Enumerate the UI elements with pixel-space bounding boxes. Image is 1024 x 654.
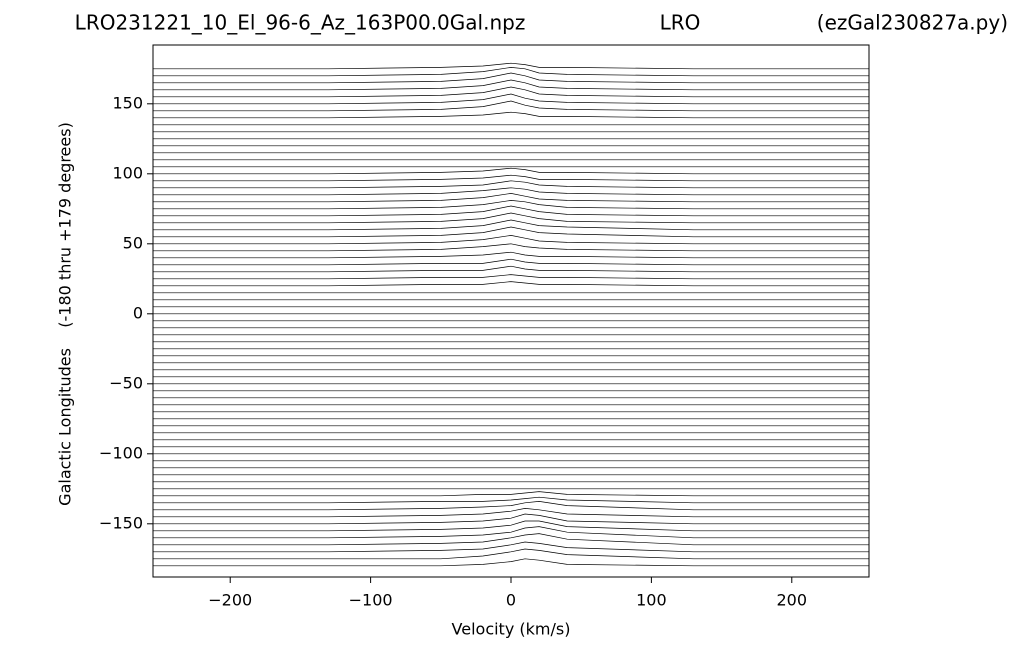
ridge-line — [153, 67, 869, 77]
ridge-line — [153, 526, 869, 539]
ridge-line — [153, 501, 869, 511]
ridge-line — [153, 533, 869, 546]
ridge-line — [153, 541, 869, 553]
y-tick-label: 0 — [133, 303, 143, 322]
chart-subtitle: LRO — [660, 11, 701, 35]
ridge-line — [153, 212, 869, 224]
ridge-line — [153, 243, 869, 252]
ridge-line — [153, 281, 869, 287]
ridge-line — [153, 226, 869, 238]
ridge-line — [153, 496, 869, 504]
ridge-line — [153, 180, 869, 189]
chart-title: LRO231221_10_El_96-6_Az_163P00.0Gal.npz — [75, 11, 526, 35]
ridge-line — [153, 167, 869, 175]
ridge-line — [153, 235, 869, 245]
ridge-line — [153, 520, 869, 532]
ridge-line — [153, 508, 869, 518]
ridge-line — [153, 111, 869, 119]
x-tick-label: −100 — [349, 591, 393, 610]
ridge-line — [153, 274, 869, 280]
x-tick-label: 200 — [777, 591, 808, 610]
y-tick-label: −100 — [99, 443, 143, 462]
ridge-line — [153, 205, 869, 217]
ridge-line — [153, 251, 869, 259]
ridge-line — [153, 513, 869, 525]
ridge-line — [153, 187, 869, 196]
ridge-line — [153, 86, 869, 98]
y-tick-label: 50 — [123, 233, 143, 252]
y-tick-label: −150 — [99, 513, 143, 532]
ridge-line — [153, 79, 869, 91]
ridge-line — [153, 193, 869, 203]
ridge-line — [153, 174, 869, 182]
ridge-line — [153, 558, 869, 567]
x-tick-label: −200 — [208, 591, 252, 610]
y-axis-label: Galactic Longitudes (-180 thru +179 degr… — [56, 122, 75, 506]
x-tick-label: 100 — [636, 591, 667, 610]
ridge-line — [153, 548, 869, 560]
ridge-line — [153, 93, 869, 105]
y-tick-label: −50 — [109, 373, 143, 392]
ridge-line — [153, 72, 869, 84]
ridge-line — [153, 265, 869, 273]
annotation: (ezGal230827a.py) — [817, 11, 1008, 35]
ridge-line — [153, 200, 869, 210]
y-tick-label: 100 — [112, 163, 143, 182]
ridge-line — [153, 62, 869, 70]
x-tick-label: 0 — [506, 591, 516, 610]
ridge-line — [153, 219, 869, 231]
x-axis-label: Velocity (km/s) — [452, 620, 571, 639]
y-tick-label: 150 — [112, 93, 143, 112]
ridge-line — [153, 491, 869, 497]
ridge-line — [153, 258, 869, 266]
ridge-line — [153, 100, 869, 112]
